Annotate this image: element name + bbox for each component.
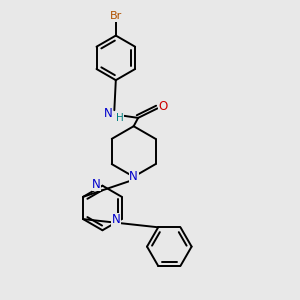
Text: H: H <box>116 113 124 124</box>
Text: N: N <box>111 213 120 226</box>
Text: N: N <box>129 170 138 183</box>
Text: N: N <box>104 106 113 120</box>
Text: O: O <box>158 100 167 112</box>
Text: Br: Br <box>110 11 122 21</box>
Text: N: N <box>92 178 101 191</box>
